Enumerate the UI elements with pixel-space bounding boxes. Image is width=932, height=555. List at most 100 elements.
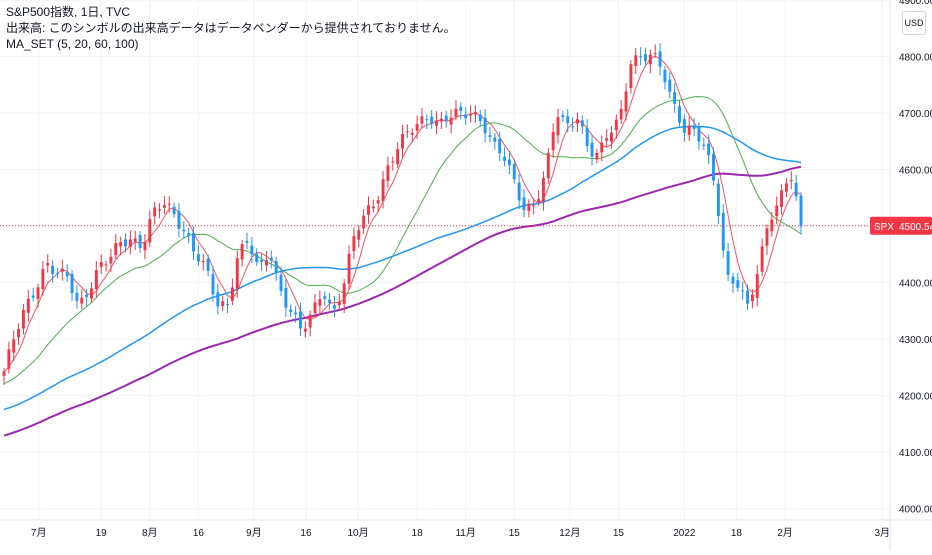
candle <box>31 287 35 302</box>
candle <box>464 107 468 125</box>
candle <box>298 302 302 336</box>
candle <box>357 225 361 248</box>
candle <box>605 129 609 148</box>
candle <box>21 304 25 335</box>
candle <box>172 203 176 218</box>
x-tick-label: 2月 <box>777 527 793 539</box>
candle <box>653 44 657 58</box>
candle <box>255 248 259 266</box>
candle <box>493 133 497 150</box>
x-tick-label: 3月 <box>874 527 890 539</box>
candle <box>264 251 268 272</box>
x-tick-label: 15 <box>509 528 521 539</box>
candle <box>765 224 769 255</box>
candle <box>124 233 127 253</box>
candle <box>235 250 239 298</box>
candle <box>17 323 21 345</box>
candle <box>532 198 536 215</box>
chart-legend: S&P500指数, 1日, TVC 出来高: このシンボルの出来高データはデータ… <box>6 4 456 52</box>
candle <box>196 245 200 266</box>
candle <box>668 72 672 99</box>
x-tick-label: 18 <box>412 528 424 539</box>
candle <box>51 260 55 283</box>
candle <box>94 261 98 298</box>
candle <box>648 49 652 74</box>
x-tick-label: 7月 <box>31 527 47 539</box>
candle <box>507 152 511 175</box>
candle <box>750 289 754 309</box>
candle <box>561 110 565 123</box>
y-tick-label: 4100.00 <box>899 448 932 459</box>
candle <box>614 114 618 139</box>
candle <box>595 148 599 164</box>
x-tick-label: 11月 <box>455 527 475 539</box>
candle <box>240 240 244 267</box>
x-tick-label: 16 <box>193 528 205 539</box>
x-tick-label: 2022 <box>673 528 696 539</box>
indicator-label[interactable]: MA_SET (5, 20, 60, 100) <box>6 37 139 51</box>
candle <box>148 210 152 248</box>
candle <box>104 260 108 272</box>
candle <box>245 232 249 250</box>
candle <box>226 297 230 314</box>
candle <box>799 192 803 235</box>
candle <box>716 178 720 225</box>
candle <box>585 119 589 153</box>
moving-averages <box>3 55 802 437</box>
x-tick-label: 9月 <box>246 527 262 539</box>
candle <box>313 294 317 317</box>
candle <box>352 227 356 259</box>
candle <box>478 109 482 126</box>
candle <box>673 83 677 113</box>
candle <box>2 367 6 385</box>
currency-button[interactable]: USD <box>902 11 926 35</box>
candle <box>415 115 419 139</box>
candle <box>60 259 64 281</box>
candle <box>546 147 550 185</box>
candle <box>678 99 681 127</box>
ma-line-60 <box>3 125 802 411</box>
symbol-title[interactable]: S&P500指数, 1日, TVC <box>6 5 131 19</box>
candle <box>119 236 123 256</box>
x-tick-label: 18 <box>731 528 743 539</box>
candle <box>702 137 706 150</box>
price-tag-value: 4500.54 <box>899 222 932 233</box>
candle <box>230 278 234 306</box>
candle <box>746 284 750 311</box>
candle <box>794 174 798 201</box>
candle <box>517 173 521 209</box>
candle <box>308 310 312 337</box>
y-tick-label: 4400.00 <box>899 279 932 290</box>
candle <box>439 111 443 129</box>
ma-line-20 <box>3 96 802 385</box>
candle <box>600 135 604 162</box>
candle <box>391 156 395 171</box>
candle <box>610 126 613 149</box>
candle <box>362 209 366 234</box>
candle <box>328 292 332 311</box>
candle <box>454 100 458 121</box>
candle <box>726 243 730 281</box>
ma-line-5 <box>3 55 802 374</box>
candle <box>318 290 322 315</box>
candle <box>775 196 779 225</box>
candle <box>289 304 293 317</box>
candle <box>90 282 93 304</box>
candle <box>780 184 784 215</box>
candle <box>541 171 545 211</box>
ma-line-100 <box>3 165 802 437</box>
candle <box>46 254 50 273</box>
candle <box>634 47 638 74</box>
candle <box>731 272 735 293</box>
y-tick-label: 4200.00 <box>899 392 932 403</box>
candle <box>498 131 502 162</box>
candle <box>435 111 438 134</box>
y-tick-label: 4300.00 <box>899 335 932 346</box>
candle <box>425 114 429 130</box>
price-tag-symbol: SPX <box>874 222 894 233</box>
candle <box>551 123 555 158</box>
candle <box>629 60 633 94</box>
candle <box>755 265 759 307</box>
